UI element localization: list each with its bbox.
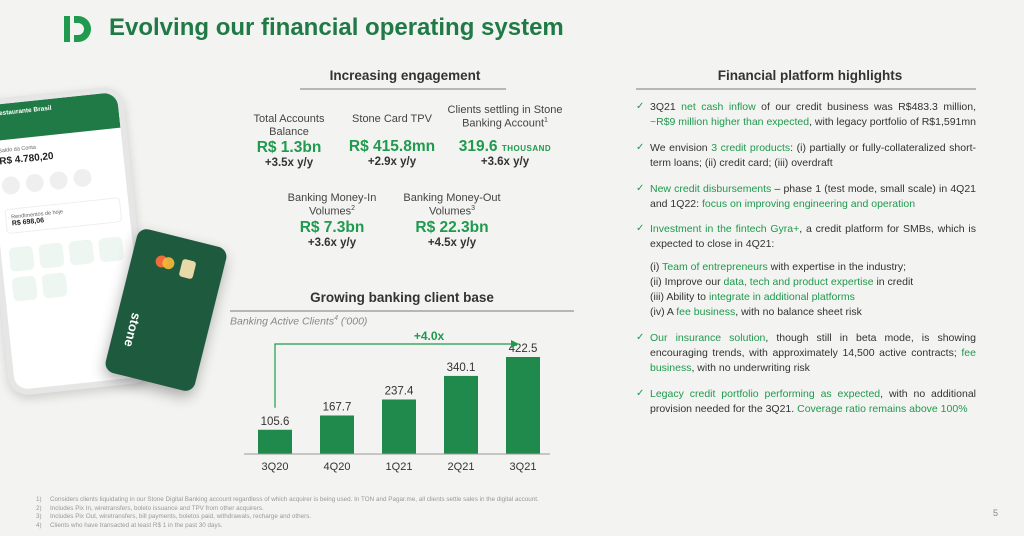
footnotes: 1) Considers clients liquidating in our S… bbox=[36, 496, 539, 530]
card-brand: stone bbox=[121, 311, 145, 349]
metric-growth: +4.5x y/y bbox=[427, 236, 477, 249]
footnote: 2) Includes Pix In, wiretransfers, boleto… bbox=[36, 504, 264, 512]
engagement-underline bbox=[300, 88, 506, 90]
sub-bullet: (iv) A fee business, with no balance she… bbox=[650, 305, 862, 318]
category-label: 3Q20 bbox=[262, 461, 289, 473]
metric-label: Banking Money-In Volumes2 bbox=[287, 192, 377, 218]
page-number: 5 bbox=[992, 508, 998, 518]
bar bbox=[444, 375, 478, 454]
metric-label: Stone Card TPV bbox=[352, 113, 432, 125]
bar-value-label: 237.4 bbox=[385, 385, 414, 397]
platform-bullets: ✓ 3Q21 net cash inflow of our credit busi… bbox=[636, 100, 976, 427]
metric-growth: +3.6x y/y bbox=[480, 155, 530, 168]
client-base-heading: Growing banking client base bbox=[310, 290, 494, 305]
metric-stone-card-tpv: Stone Card TPV R$ 415.8mn +2.9x y/y bbox=[342, 113, 442, 168]
stone-logo-icon bbox=[64, 16, 91, 42]
category-label: 3Q21 bbox=[510, 461, 537, 473]
platform-heading: Financial platform highlights bbox=[717, 68, 903, 83]
bar bbox=[258, 429, 292, 454]
pay-icon bbox=[48, 170, 69, 191]
category-label: 1Q21 bbox=[386, 461, 413, 473]
category-label: 4Q20 bbox=[324, 461, 351, 473]
phone-shortcut-grid bbox=[8, 236, 129, 302]
check-icon: ✓ bbox=[636, 387, 645, 399]
bar-value-label: 340.1 bbox=[447, 362, 476, 374]
check-icon: ✓ bbox=[636, 101, 645, 112]
transfer-icon bbox=[24, 173, 45, 193]
metric-value: R$ 22.3bn bbox=[415, 218, 489, 236]
metric-total-accounts-balance: Total Accounts Balance R$ 1.3bn +3.5x y/… bbox=[244, 113, 334, 169]
metric-money-in: Banking Money-In Volumes2 R$ 7.3bn +3.6x… bbox=[282, 192, 382, 249]
metric-value: R$ 1.3bn bbox=[256, 139, 322, 157]
highlight-bullet: ✓ Our insurance solution, though still in… bbox=[636, 331, 976, 374]
sub-bullet: (iii) Ability to integrate in additional… bbox=[650, 291, 855, 304]
bar bbox=[320, 415, 354, 454]
growth-annotation: +4.0x bbox=[414, 330, 445, 343]
metric-money-out: Banking Money-Out Volumes3 R$ 22.3bn +4.… bbox=[398, 192, 506, 249]
bar-value-label: 105.6 bbox=[261, 416, 290, 428]
metric-label: Clients settling in Stone Banking Accoun… bbox=[447, 104, 563, 130]
growth-arrow-icon bbox=[511, 340, 519, 348]
highlight-bullet: ✓ Investment in the fintech Gyra+, a cred… bbox=[636, 223, 976, 318]
check-icon: ✓ bbox=[636, 223, 645, 235]
highlight-bullet: ✓ New credit disbursements – phase 1 (tes… bbox=[636, 182, 977, 210]
phone-action-row bbox=[1, 165, 118, 196]
metric-value: R$ 415.8mn bbox=[348, 137, 436, 155]
check-icon: ✓ bbox=[636, 182, 645, 194]
platform-underline bbox=[636, 88, 976, 90]
sub-bullet: (ii) Improve our data, tech and product … bbox=[650, 276, 914, 289]
bar bbox=[382, 399, 416, 454]
bar-chart: 105.6 3Q20 167.7 4Q20 237.4 1Q21 340.1 2Q21 422.… bbox=[244, 330, 550, 473]
deposit-icon bbox=[72, 168, 93, 188]
footnote: 1) Considers clients liquidating in our S… bbox=[36, 496, 539, 503]
check-icon: ✓ bbox=[636, 141, 645, 153]
pix-icon bbox=[1, 175, 21, 196]
sub-bullet: (i) Team of entrepreneurs with expertise… bbox=[650, 261, 907, 274]
client-base-underline bbox=[230, 310, 574, 312]
highlight-bullet: ✓ 3Q21 net cash inflow of our credit busi… bbox=[636, 101, 977, 128]
category-label: 2Q21 bbox=[448, 461, 475, 473]
check-icon: ✓ bbox=[636, 331, 645, 343]
highlight-bullet: ✓ Legacy credit portfolio performing as e… bbox=[636, 387, 976, 415]
footnote: 4) Clients who have transacted at least R… bbox=[36, 521, 223, 529]
bar bbox=[506, 357, 540, 454]
metric-label: Banking Money-Out Volumes3 bbox=[403, 192, 501, 218]
phone-app-name: Restaurante Brasil bbox=[0, 104, 52, 118]
metric-growth: +2.9x y/y bbox=[367, 155, 417, 168]
growth-line bbox=[274, 343, 511, 408]
engagement-heading: Increasing engagement bbox=[329, 68, 481, 83]
metric-clients-settling: Clients settling in Stone Banking Accoun… bbox=[444, 104, 566, 168]
phone-yield-card: Rendimentos de hoje R$ 698,06 bbox=[4, 197, 123, 235]
metric-label: Total Accounts Balance bbox=[253, 113, 325, 138]
metric-growth: +3.5x y/y bbox=[264, 157, 314, 170]
footnote: 3) Includes Pix Out, wiretransfers, bill … bbox=[36, 513, 312, 520]
metric-growth: +3.6x y/y bbox=[307, 236, 357, 249]
chart-subtitle: Banking Active Clients4 ('000) bbox=[230, 315, 368, 328]
page-title: Evolving our financial operating system bbox=[109, 14, 564, 41]
bar-value-label: 167.7 bbox=[323, 401, 352, 413]
metric-value: R$ 7.3bn bbox=[299, 218, 365, 236]
bar-value-label: 422.5 bbox=[509, 343, 538, 355]
highlight-bullet: ✓ We envision 3 credit products: (i) part… bbox=[636, 141, 977, 169]
metric-value: 319.6 THOUSAND bbox=[458, 137, 552, 155]
